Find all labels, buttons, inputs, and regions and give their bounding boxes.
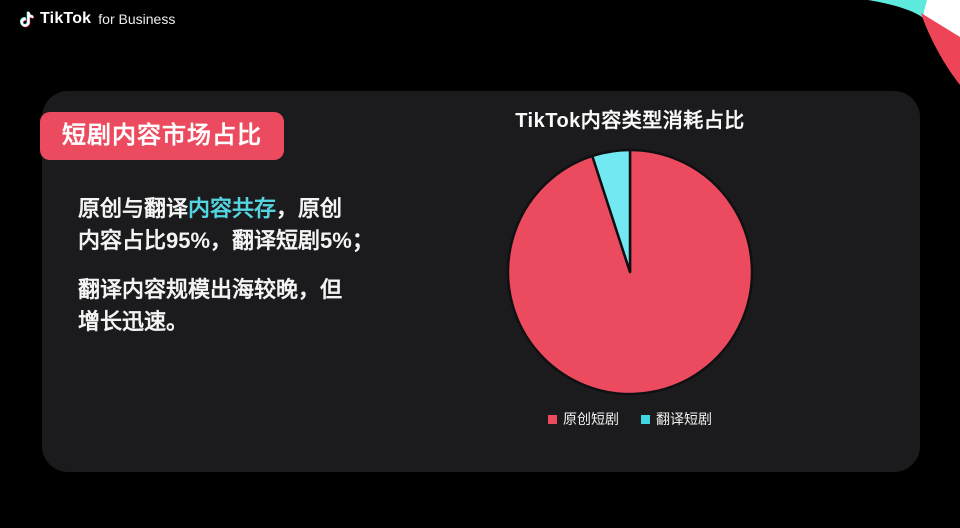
paragraph-growth: 翻译内容规模出海较晚，但 增长迅速。 [78,274,408,338]
tiktok-note-icon [19,11,34,27]
tiktok-for-business-logo: TikTok for Business [19,7,175,31]
paragraph-market-share: 原创与翻译内容共存，原创内容占比95%，翻译短剧5%； [78,193,408,257]
p2-line2: 增长迅速。 [78,309,189,334]
p1-post: ，原创 [276,196,343,221]
pie-chart-section: TikTok内容类型消耗占比 原创短剧 翻译短剧 [415,104,845,429]
chart-title: TikTok内容类型消耗占比 [515,110,745,132]
deco-red-shape [921,13,960,86]
highlight-text: 内容共存 [188,196,277,221]
section-title-badge: 短剧内容市场占比 [40,112,284,160]
legend-label: 翻译短剧 [656,411,712,427]
logo-suffix-text: for Business [98,11,176,27]
p1-line2: 内容占比95%，翻译短剧5%； [78,228,374,253]
deco-black-cover [860,0,960,90]
legend-item-原创短剧: 原创短剧 [548,409,619,429]
chart-legend: 原创短剧 翻译短剧 [548,409,712,429]
legend-marker [548,414,557,424]
legend-label: 原创短剧 [563,411,619,427]
corner-decoration [860,0,960,90]
pie-slice-翻译短剧 [591,148,632,274]
key-points: 原创与翻译内容共存，原创内容占比95%，翻译短剧5%； 翻译内容规模出海较晚，但… [78,193,408,355]
legend-marker [641,414,650,424]
deco-cyan-shape [864,0,927,19]
content-card: 短剧内容市场占比 原创与翻译内容共存，原创内容占比95%，翻译短剧5%； 翻译内… [40,91,920,472]
legend-item-翻译短剧: 翻译短剧 [641,409,712,429]
p1-pre: 原创与翻译 [78,196,189,221]
logo-brand-text: TikTok [40,10,92,27]
p2-line1: 翻译内容规模出海较晚，但 [78,277,343,302]
pie-chart [506,148,754,396]
